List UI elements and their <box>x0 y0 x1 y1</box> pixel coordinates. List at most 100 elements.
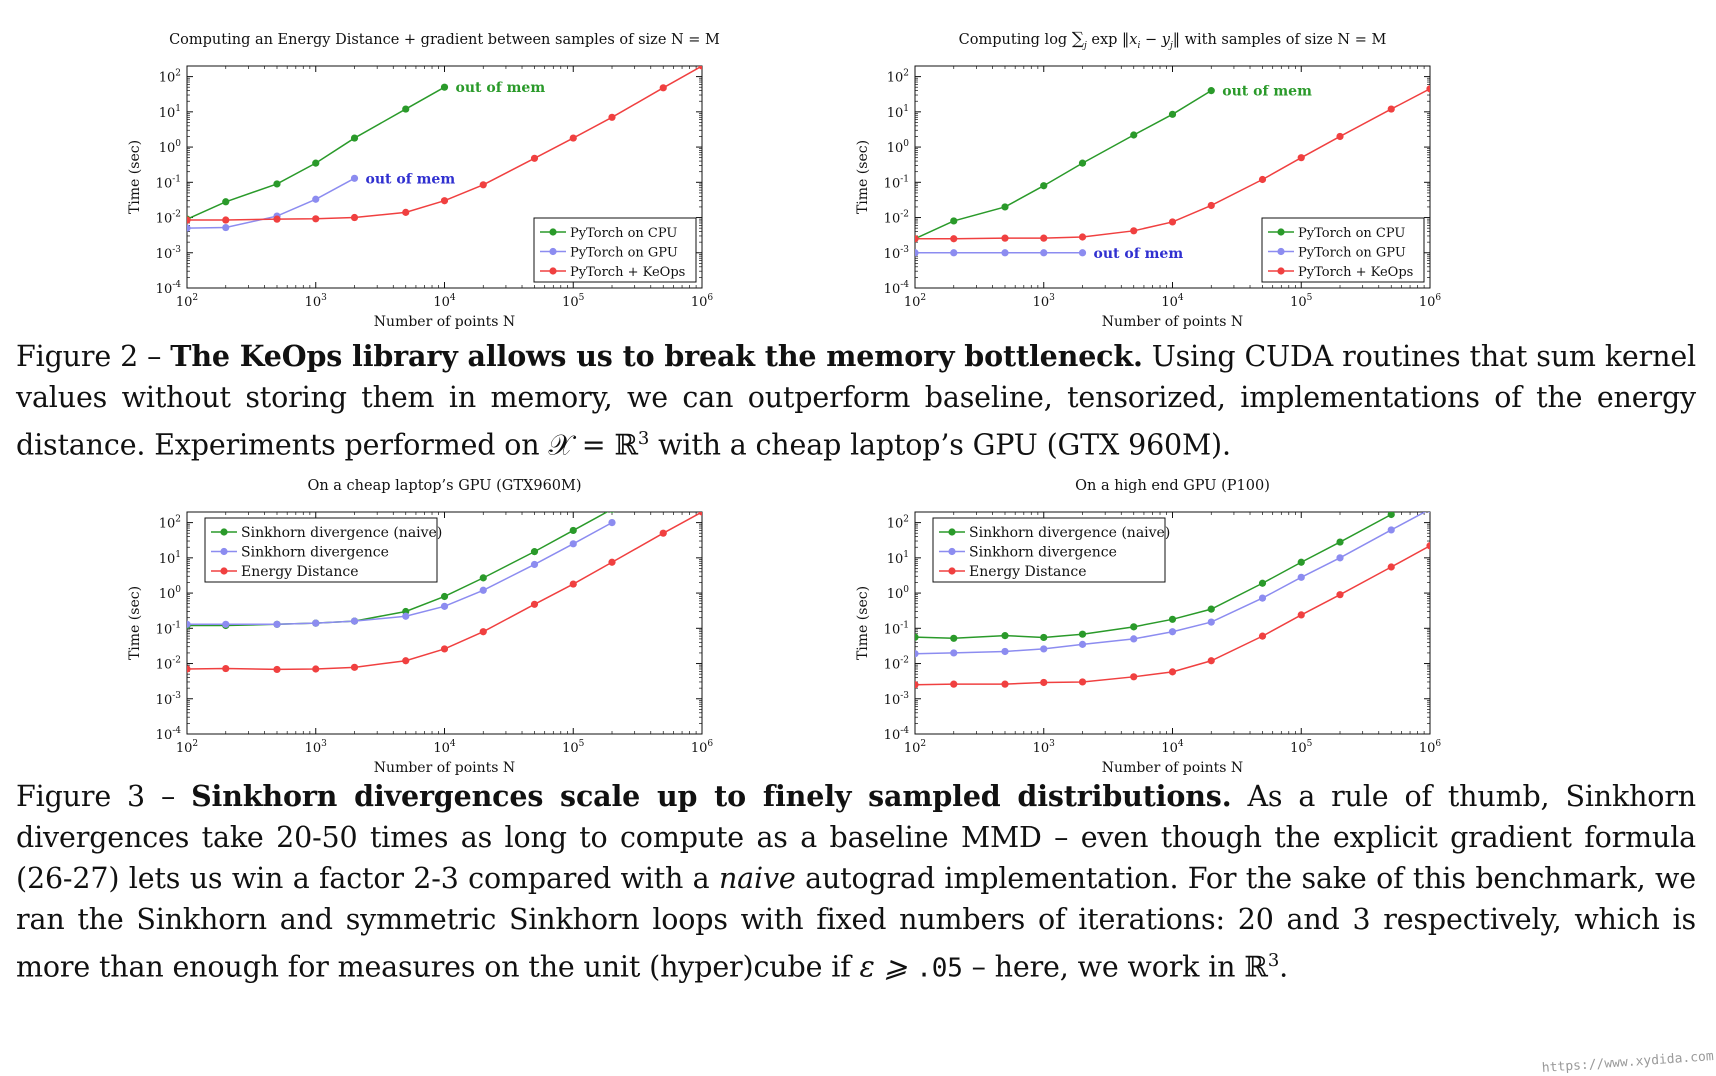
series-point <box>530 154 539 162</box>
x-tick-label: 105 <box>1290 739 1313 756</box>
figure-2-math: 𝒳 = ℝ <box>548 428 638 462</box>
series-point <box>1297 558 1305 566</box>
series-point <box>350 134 359 142</box>
series-point <box>569 134 577 142</box>
x-axis-label: Number of points N <box>374 760 515 776</box>
y-tick-label: 100 <box>887 139 910 156</box>
legend-label: PyTorch on GPU <box>570 246 678 261</box>
series-point <box>1387 563 1395 571</box>
series-group <box>187 66 702 232</box>
legend-swatch-marker <box>549 228 557 236</box>
figure-2-math-sup: 3 <box>637 428 650 449</box>
x-tick-label: 102 <box>904 739 926 756</box>
series-point <box>950 680 958 688</box>
series-point <box>1078 678 1087 686</box>
y-axis-label: Time (sec) <box>127 586 143 660</box>
series-point <box>1426 85 1430 93</box>
series-point <box>1001 203 1009 211</box>
series-point <box>402 612 410 620</box>
figure-3-text-b: autograd implementation. For the sake of… <box>16 862 1696 984</box>
series-point <box>1207 657 1215 665</box>
series-group <box>187 512 702 674</box>
series-point <box>222 664 230 673</box>
series-point <box>915 650 919 658</box>
series-point <box>1387 526 1395 534</box>
series-point <box>273 620 281 628</box>
y-axis-label: Time (sec) <box>855 140 871 214</box>
chart-title: On a cheap laptop’s GPU (GTX960M) <box>307 478 581 494</box>
y-tick-label: 102 <box>159 69 181 86</box>
legend-label: Sinkhorn divergence <box>241 545 389 561</box>
out-of-mem-annotation: out of mem <box>456 80 546 96</box>
series-point <box>1040 678 1048 687</box>
series-point <box>1207 605 1215 613</box>
y-tick-label: 100 <box>159 139 182 156</box>
series-point <box>479 586 487 594</box>
series-point <box>1207 87 1215 95</box>
x-tick-label: 102 <box>904 293 926 310</box>
series-point <box>1297 154 1305 162</box>
series-point <box>659 84 667 92</box>
series-point <box>1168 218 1177 226</box>
x-tick-label: 106 <box>1419 293 1442 310</box>
series-point <box>479 574 487 582</box>
figure-3-caption: Figure 3 – Sinkhorn divergences scale up… <box>16 776 1696 990</box>
x-tick-label: 103 <box>1033 739 1056 756</box>
x-tick-label: 106 <box>691 739 714 756</box>
watermark: https://www.xydida.com <box>1541 1049 1714 1076</box>
legend-box <box>204 517 438 583</box>
series-point <box>1336 554 1344 562</box>
series-point <box>1040 249 1048 257</box>
legend-swatch-marker <box>220 567 228 575</box>
x-tick-label: 105 <box>1290 293 1313 310</box>
chart-title: On a high end GPU (P100) <box>1075 478 1270 494</box>
legend-label: PyTorch on CPU <box>1298 226 1405 241</box>
series-point <box>402 105 410 113</box>
out-of-mem-annotation: out of mem <box>1222 84 1312 100</box>
x-tick-label: 106 <box>691 293 714 310</box>
series-point <box>1258 175 1267 184</box>
series-point <box>1040 182 1048 190</box>
legend-label: PyTorch on GPU <box>1298 246 1406 261</box>
y-tick-label: 102 <box>159 515 181 532</box>
legend: Sinkhorn divergence (naive) Sinkhorn dive… <box>204 517 442 583</box>
sinkhorn-p100-chart: On a high end GPU (P100) 102 103 104 105 106 1… <box>855 478 1441 776</box>
x-tick-label: 103 <box>1033 293 1056 310</box>
series-point <box>1130 131 1138 139</box>
figure-3-title: Sinkhorn divergences scale up to finely … <box>191 779 1232 813</box>
x-tick-label: 105 <box>562 739 585 756</box>
legend-label: Energy Distance <box>969 564 1087 580</box>
series-point <box>1387 105 1395 113</box>
series-point <box>698 66 702 70</box>
y-tick-label: 102 <box>887 69 909 86</box>
figure-3-label: Figure 3 – <box>16 780 176 813</box>
legend-label: PyTorch + KeOps <box>570 265 685 280</box>
energy-distance-chart: Computing an Energy Distance + gradient … <box>127 32 720 330</box>
y-axis-label: Time (sec) <box>127 140 143 214</box>
series-point <box>530 600 539 608</box>
series-point <box>950 249 958 257</box>
series-point <box>569 526 577 535</box>
y-axis-label: Time (sec) <box>855 586 871 660</box>
series-point <box>1078 630 1087 638</box>
series-point <box>402 657 410 665</box>
y-tick-label: 10-4 <box>884 280 910 297</box>
series-point <box>915 235 919 243</box>
y-tick-label: 10-1 <box>156 620 181 637</box>
y-tick-label: 10-1 <box>884 174 909 191</box>
y-tick-label: 10-3 <box>156 245 182 262</box>
series-point <box>950 634 958 642</box>
series-point <box>915 633 919 641</box>
series-point <box>312 619 320 627</box>
legend-swatch-marker <box>220 547 228 556</box>
y-tick-label: 10-4 <box>884 726 910 743</box>
series-point <box>659 529 667 537</box>
series-point <box>950 649 958 657</box>
series-point <box>479 181 487 189</box>
y-tick-label: 100 <box>159 585 182 602</box>
y-tick-label: 101 <box>159 550 181 567</box>
series-point <box>608 113 616 121</box>
y-tick-label: 10-3 <box>156 691 182 708</box>
legend-swatch-marker <box>549 267 557 275</box>
series-point <box>187 620 191 628</box>
